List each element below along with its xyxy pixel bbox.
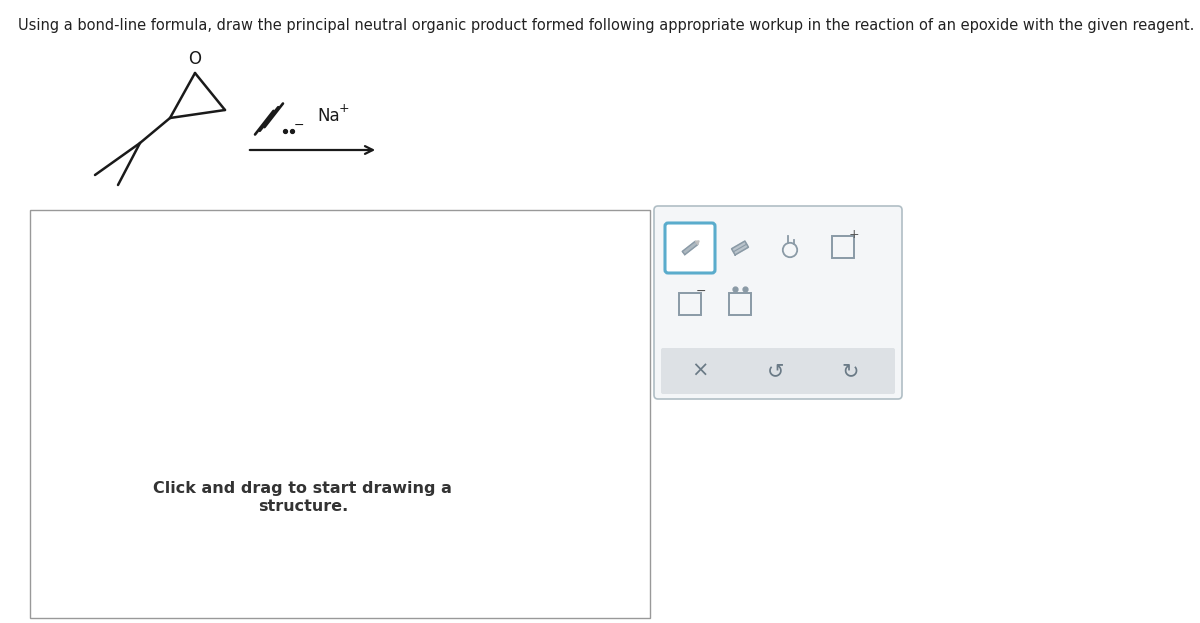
Text: structure.: structure. (258, 498, 348, 513)
Text: O: O (188, 50, 202, 68)
Text: Using a bond-line formula, draw the principal neutral organic product formed fol: Using a bond-line formula, draw the prin… (18, 18, 1194, 33)
Text: −: − (294, 118, 305, 131)
Polygon shape (683, 241, 697, 255)
Text: ↺: ↺ (767, 361, 785, 381)
Text: Na: Na (317, 107, 340, 125)
Text: +: + (848, 229, 859, 242)
Text: ×: × (691, 361, 709, 381)
Polygon shape (695, 241, 700, 245)
FancyBboxPatch shape (661, 348, 895, 394)
FancyBboxPatch shape (665, 223, 715, 273)
Polygon shape (732, 241, 749, 255)
Bar (832, 236, 854, 258)
Text: ↻: ↻ (841, 361, 859, 381)
Bar (679, 293, 701, 315)
Text: +: + (340, 103, 349, 115)
Bar (30, 210, 650, 618)
Text: −: − (696, 285, 707, 298)
FancyBboxPatch shape (654, 206, 902, 399)
Text: Click and drag to start drawing a: Click and drag to start drawing a (154, 480, 452, 496)
Bar (730, 293, 751, 315)
